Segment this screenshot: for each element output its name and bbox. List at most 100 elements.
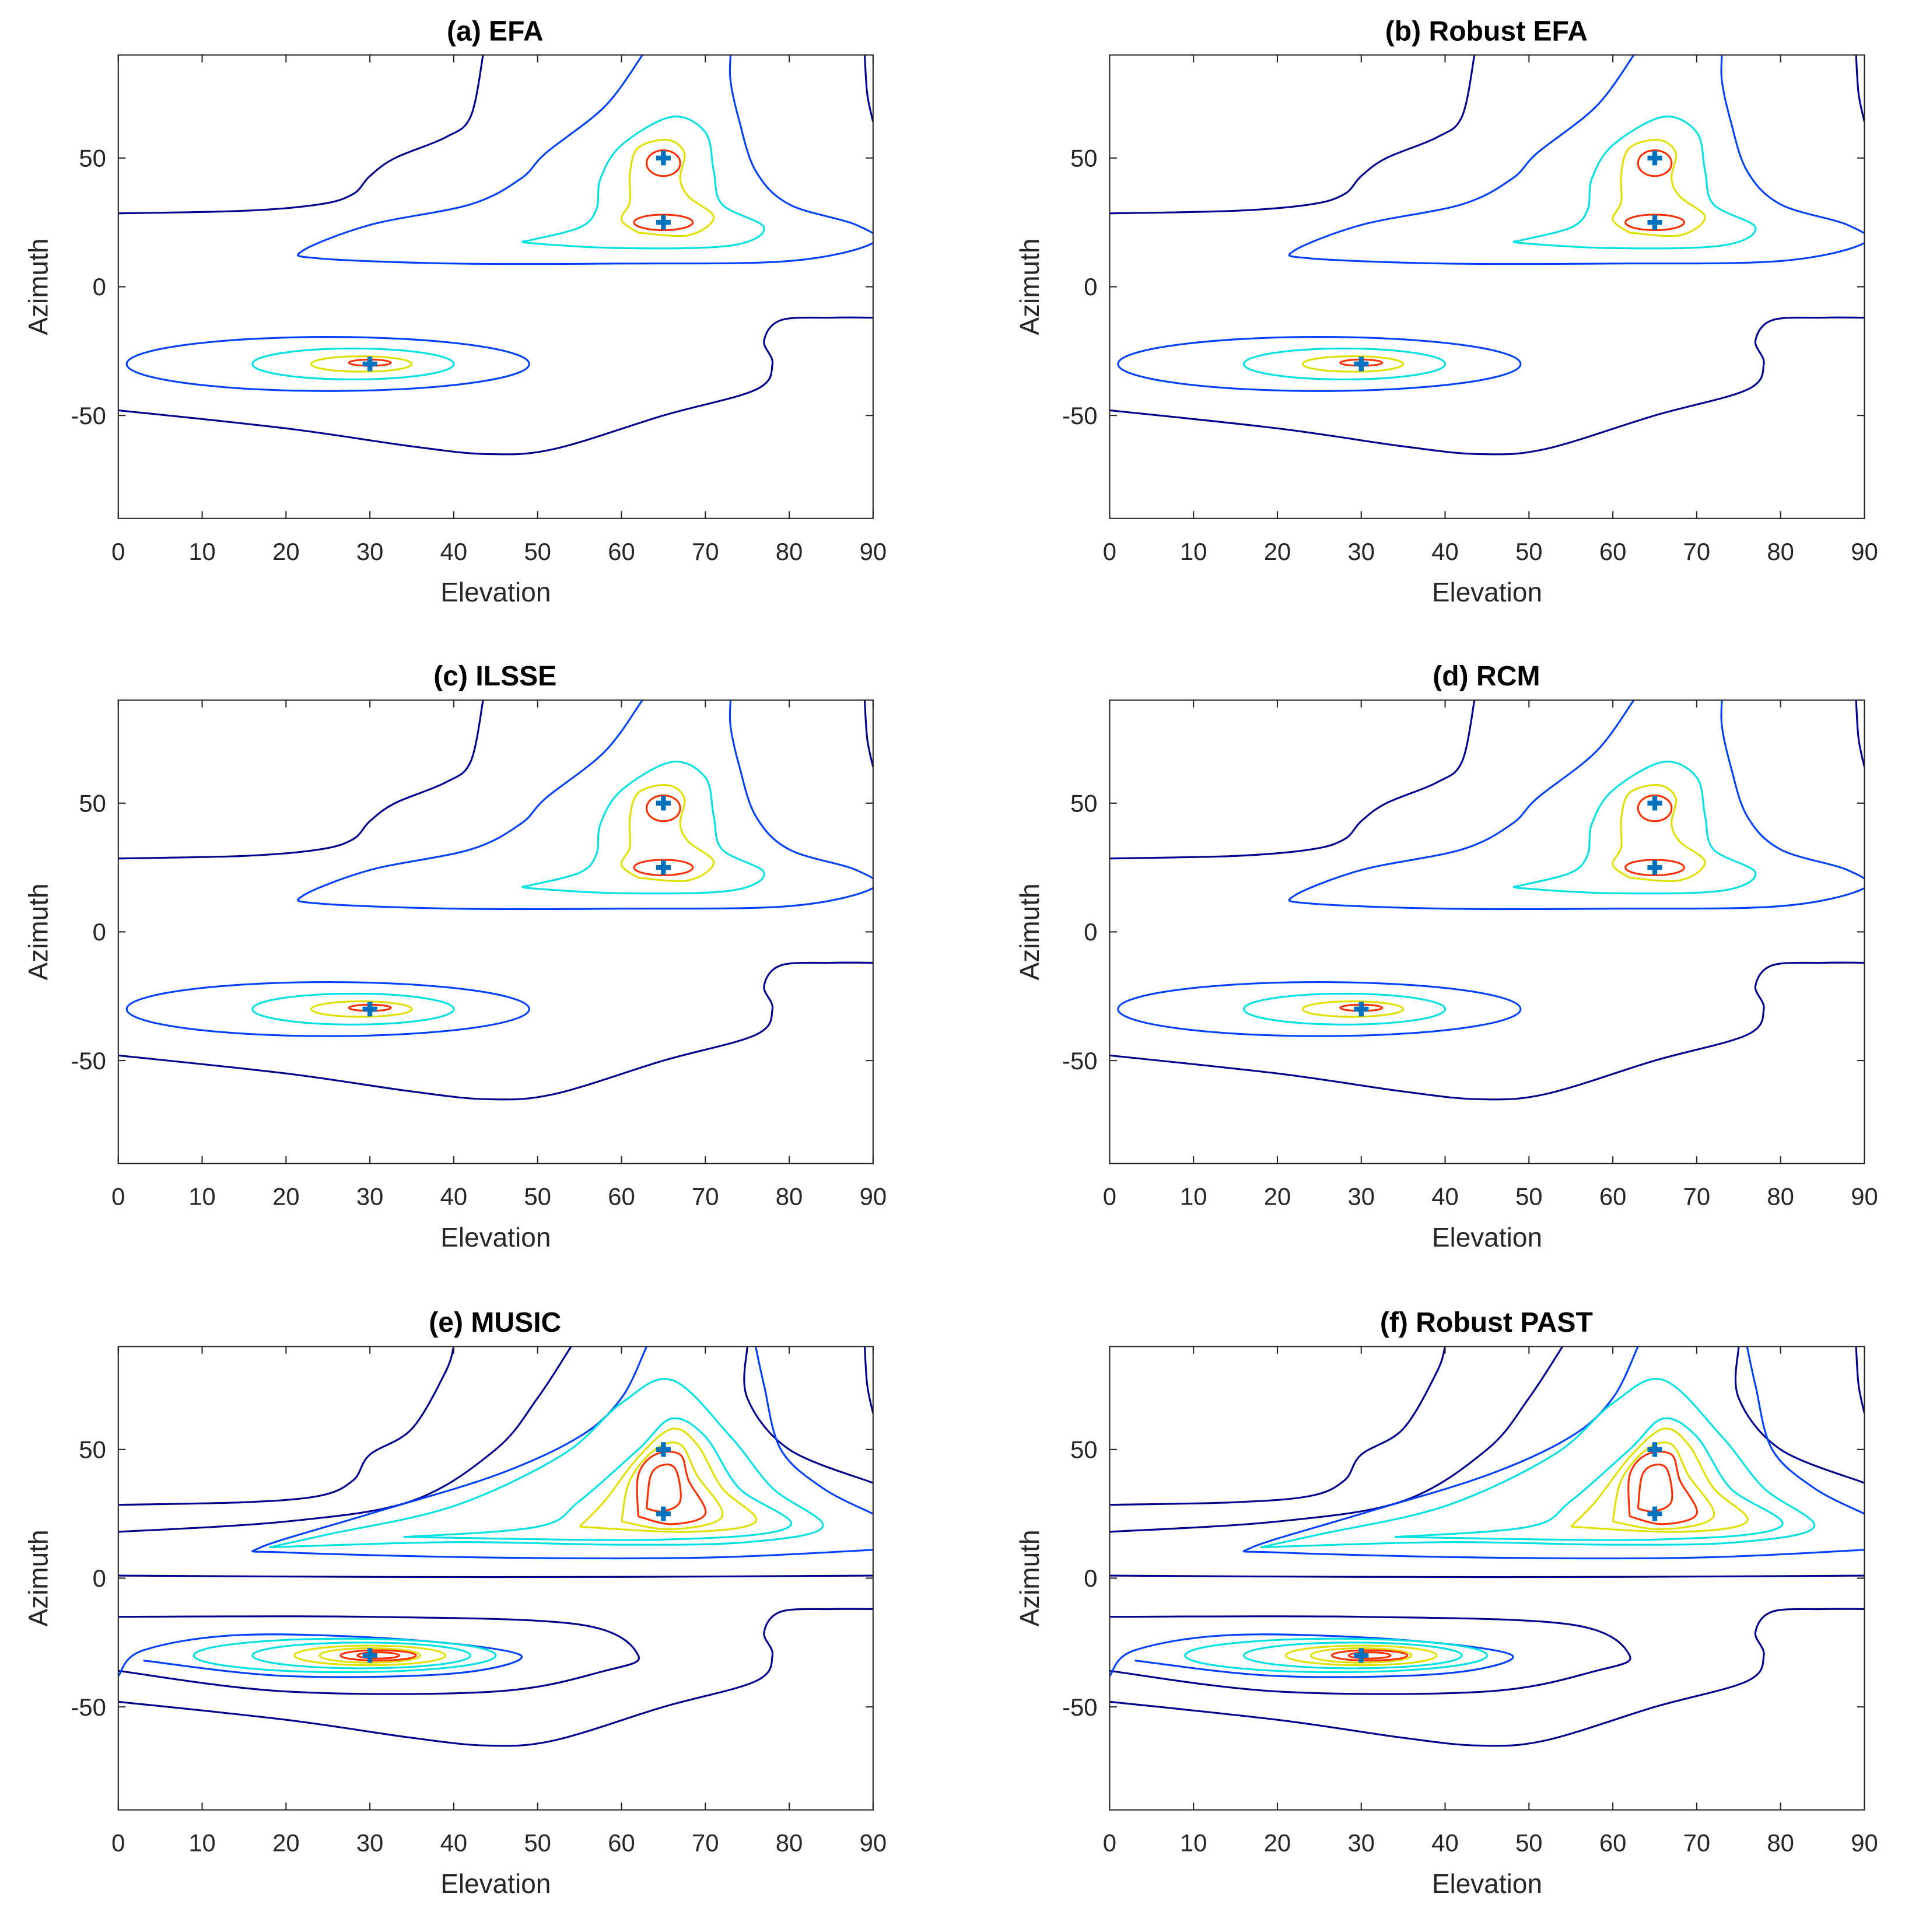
- x-axis-label: Elevation: [440, 577, 551, 607]
- x-tick-label: 10: [188, 1183, 216, 1210]
- x-tick-label: 70: [1683, 1829, 1711, 1857]
- x-tick-label: 50: [1515, 538, 1542, 565]
- y-tick-label: 0: [1084, 1564, 1097, 1592]
- plot-area: [118, 1346, 873, 1810]
- contour-line: [118, 1608, 873, 1747]
- contour-line: [1612, 784, 1706, 883]
- contour-line: [1570, 1427, 1749, 1533]
- contour-line: [1627, 1451, 1698, 1525]
- x-tick-label: 80: [776, 1183, 803, 1210]
- plot-area: [1109, 700, 1865, 1164]
- plot-area: [1109, 55, 1865, 519]
- contour-line: [251, 1346, 873, 1560]
- y-axis-label: Azimuth: [23, 238, 54, 335]
- x-tick-label: 40: [440, 1829, 468, 1857]
- contour-line: [1855, 700, 1865, 768]
- contour-line: [1288, 55, 1865, 265]
- contour-line: [1109, 700, 1476, 860]
- source-marker: [362, 356, 377, 372]
- x-tick-label: 60: [1599, 1829, 1627, 1857]
- contour-line: [1612, 139, 1706, 237]
- x-tick-label: 20: [1264, 1829, 1291, 1857]
- contour-line: [1284, 1644, 1438, 1667]
- contour-line: [1855, 55, 1865, 123]
- x-tick-label: 90: [1851, 1183, 1878, 1210]
- x-tick-label: 90: [860, 538, 887, 565]
- source-marker: [656, 860, 671, 875]
- contour-line: [1855, 1346, 1865, 1414]
- x-tick-label: 30: [356, 1183, 384, 1210]
- contour-line: [863, 700, 873, 768]
- source-marker: [1647, 1506, 1662, 1521]
- source-marker: [1647, 1442, 1662, 1457]
- x-tick-label: 40: [440, 538, 468, 565]
- x-tick-label: 50: [524, 538, 551, 565]
- panel-title: (e) MUSIC: [429, 1307, 561, 1338]
- contour-line: [1301, 355, 1405, 373]
- x-tick-label: 10: [188, 538, 216, 565]
- contour-group: [1109, 1346, 1865, 1747]
- y-tick-label: -50: [1062, 402, 1097, 429]
- x-tick-label: 30: [1348, 1183, 1375, 1210]
- x-tick-label: 10: [1180, 1183, 1207, 1210]
- contour-line: [125, 981, 530, 1037]
- contour-group: [118, 1346, 873, 1747]
- panel-d: (d) RCM 0 10 20 30 40 50 60 70 80 90 -50 0 50 Elevatio…: [1014, 660, 1878, 1252]
- source-marker: [656, 150, 671, 166]
- x-tick-label: 80: [1767, 538, 1794, 565]
- panel-title: (c) ILSSE: [433, 660, 556, 692]
- y-tick-label: 50: [1070, 1436, 1098, 1463]
- contour-line: [296, 55, 873, 265]
- panel-title: (a) EFA: [447, 15, 544, 47]
- y-tick-label: 50: [79, 145, 106, 172]
- contour-line: [1242, 992, 1447, 1026]
- x-tick-label: 70: [1683, 1183, 1711, 1210]
- x-tick-label: 70: [1683, 538, 1711, 565]
- contour-line: [118, 1615, 640, 1695]
- contour-line: [118, 1346, 572, 1533]
- y-axis-label: Azimuth: [1014, 1530, 1045, 1626]
- x-tick-label: 30: [356, 538, 384, 565]
- x-tick-label: 70: [692, 1829, 719, 1857]
- plot-area: [118, 55, 873, 519]
- y-tick-label: -50: [71, 1047, 106, 1074]
- contour-line: [521, 761, 765, 895]
- contour-line: [1109, 1346, 1564, 1533]
- x-axis-label: Elevation: [1432, 1868, 1542, 1899]
- contour-line: [339, 1649, 417, 1662]
- x-tick-label: 90: [860, 1183, 887, 1210]
- contour-line: [863, 55, 873, 123]
- contour-line: [310, 1000, 413, 1018]
- contour-line: [1612, 1441, 1715, 1531]
- plot-area: [1109, 1346, 1865, 1810]
- source-marker: [362, 1648, 377, 1663]
- contour-line: [743, 1346, 873, 1484]
- contour-line: [192, 1637, 497, 1674]
- x-tick-label: 40: [1431, 538, 1459, 565]
- contour-line: [1395, 1417, 1784, 1541]
- contour-line: [1624, 214, 1685, 232]
- contour-line: [251, 347, 455, 381]
- y-axis-label: Azimuth: [23, 883, 54, 980]
- y-tick-label: 0: [1084, 273, 1097, 300]
- source-marker: [1354, 1002, 1369, 1017]
- contour-line: [269, 1378, 824, 1549]
- x-tick-label: 90: [1851, 1829, 1878, 1857]
- source-marker: [656, 215, 671, 230]
- x-tick-label: 30: [1348, 538, 1375, 565]
- x-tick-label: 60: [1599, 1183, 1627, 1210]
- contour-line: [755, 1346, 873, 1515]
- contour-line: [356, 1651, 401, 1660]
- y-axis-label: Azimuth: [1014, 238, 1045, 335]
- x-tick-label: 80: [1767, 1829, 1794, 1857]
- x-tick-label: 20: [272, 538, 299, 565]
- x-tick-label: 40: [1431, 1183, 1459, 1210]
- contour-line: [251, 1642, 472, 1670]
- x-tick-label: 80: [1767, 1183, 1794, 1210]
- x-tick-label: 0: [111, 1829, 125, 1857]
- contour-line: [125, 336, 530, 392]
- panel-title: (b) Robust EFA: [1385, 15, 1588, 47]
- panel-title: (f) Robust PAST: [1380, 1307, 1593, 1338]
- x-tick-label: 60: [608, 1183, 635, 1210]
